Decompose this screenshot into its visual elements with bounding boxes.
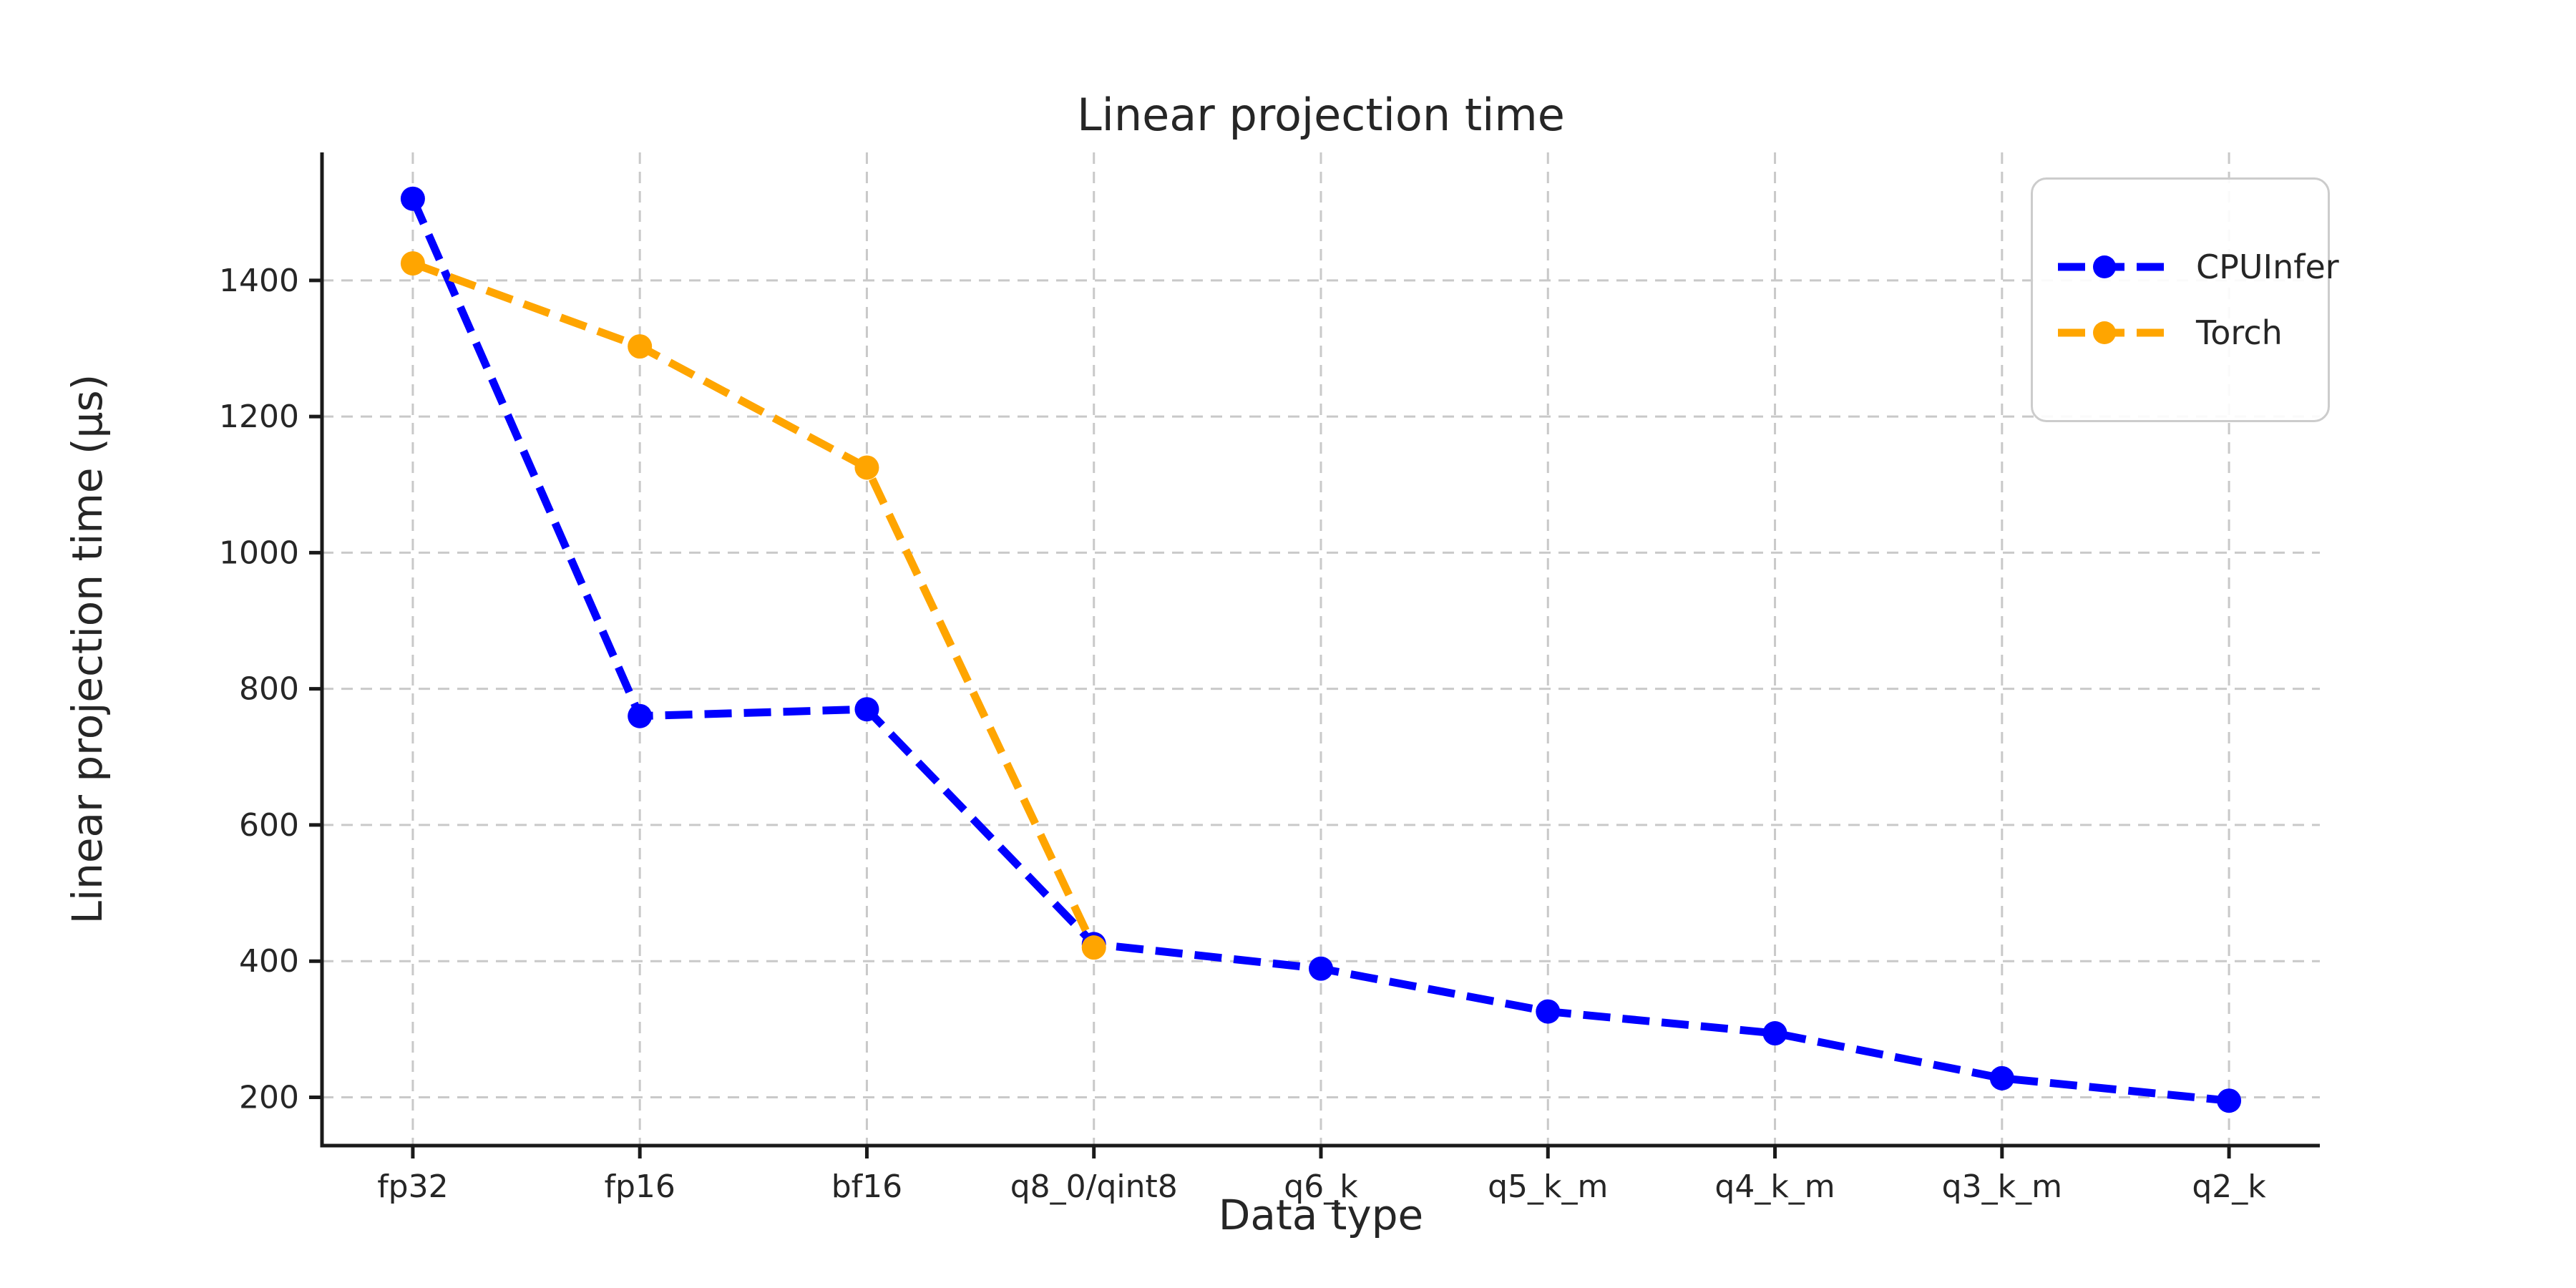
legend-label-torch: Torch — [2196, 313, 2283, 352]
y-tick-label: 800 — [239, 671, 299, 708]
y-tick-label: 400 — [239, 943, 299, 980]
x-tick-label: fp16 — [604, 1169, 675, 1205]
x-tick-label: q6_k — [1284, 1169, 1358, 1205]
y-tick-label: 1200 — [219, 399, 299, 435]
y-tick-label: 1000 — [219, 535, 299, 571]
y-tick-label: 600 — [239, 807, 299, 844]
tick-layer: 200 400 600 800 1000 1200 1400 fp32 fp16 bf16 q8_0… — [219, 263, 2266, 1205]
legend-line-sample-torch — [2058, 321, 2172, 344]
data-point-cpuinfer — [854, 697, 879, 722]
chart-title: Linear projection time — [1077, 89, 1565, 141]
legend-entry-cpuinfer: CPUInfer — [2054, 248, 2339, 286]
y-axis-title: Linear projection time (μs) — [63, 374, 112, 924]
data-point-cpuinfer — [1309, 956, 1333, 981]
data-point-torch — [628, 334, 653, 359]
y-tick-label: 200 — [239, 1079, 299, 1116]
x-tick-label: q8_0/qint8 — [1010, 1169, 1178, 1205]
y-tick-label: 1400 — [219, 263, 299, 299]
legend-label-cpuinfer: CPUInfer — [2196, 248, 2339, 286]
x-tick-label: fp32 — [377, 1169, 448, 1205]
x-axis-title: Data type — [1218, 1191, 1424, 1239]
legend-line-sample-cpuinfer — [2058, 255, 2172, 278]
legend: CPUInfer Torch — [2031, 177, 2339, 422]
legend-marker-dot — [2093, 255, 2116, 278]
data-point-cpuinfer — [1989, 1065, 2014, 1091]
data-point-cpuinfer — [1762, 1021, 1787, 1046]
axes-spines — [320, 152, 2320, 1148]
legend-marker-dot — [2093, 321, 2116, 344]
data-point-torch — [400, 251, 425, 276]
x-tick-label: q2_k — [2192, 1169, 2266, 1205]
x-tick-label: bf16 — [831, 1169, 902, 1205]
legend-entry-torch: Torch — [2054, 313, 2306, 352]
data-point-cpuinfer — [628, 703, 653, 728]
data-point-cpuinfer — [400, 186, 425, 211]
grid-layer — [322, 152, 2320, 1146]
data-point-torch — [854, 455, 879, 480]
x-tick-label: q4_k_m — [1714, 1169, 1835, 1205]
series-layer — [400, 186, 2242, 1113]
x-tick-label: q5_k_m — [1488, 1169, 1608, 1205]
data-point-cpuinfer — [1536, 999, 1561, 1024]
data-point-torch — [1081, 935, 1106, 960]
data-point-cpuinfer — [2217, 1088, 2242, 1113]
x-tick-label: q3_k_m — [1942, 1169, 2062, 1205]
series-line-torch — [411, 259, 1098, 950]
